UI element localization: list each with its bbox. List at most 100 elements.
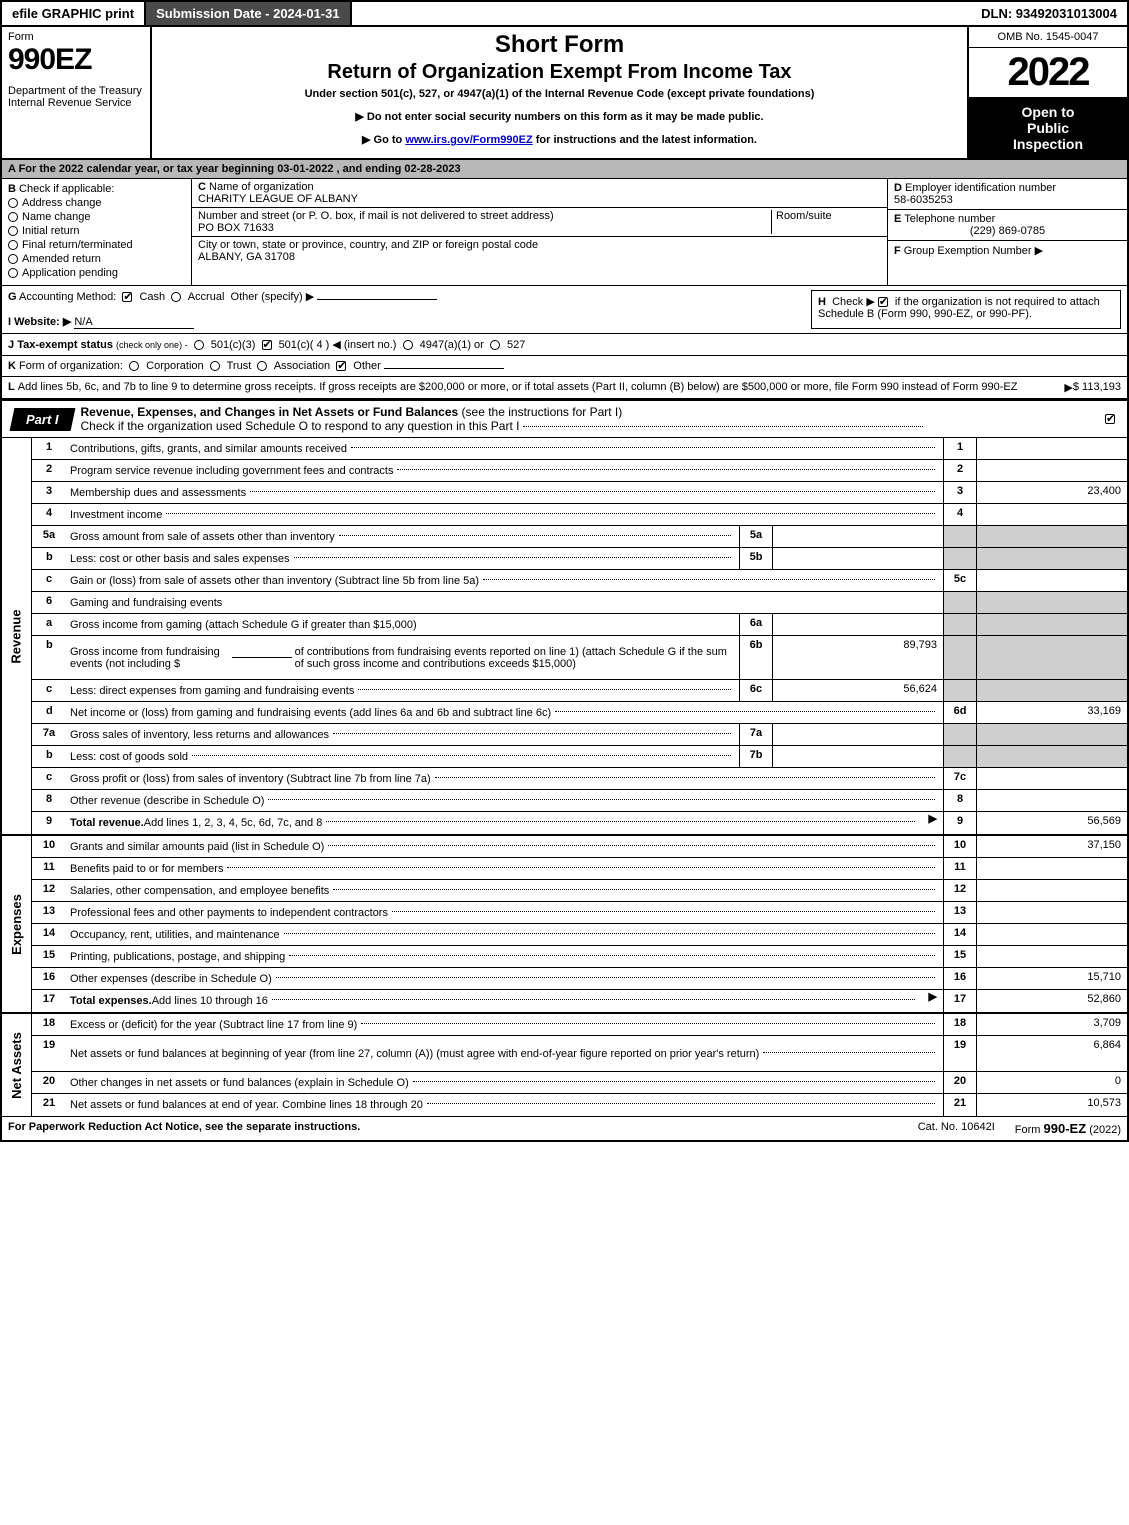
- line-18: 18Excess or (deficit) for the year (Subt…: [32, 1014, 1127, 1036]
- opt-501c: 501(c)( 4 ) ◀ (insert no.): [279, 339, 397, 351]
- note-goto-post: for instructions and the latest informat…: [533, 134, 757, 146]
- topbar-spacer: [352, 2, 972, 25]
- line-7c: cGross profit or (loss) from sales of in…: [32, 768, 1127, 790]
- chk-address-change[interactable]: Address change: [8, 197, 185, 209]
- line-19: 19Net assets or fund balances at beginni…: [32, 1036, 1127, 1072]
- tax-year: 2022: [969, 48, 1127, 98]
- chk-accrual[interactable]: [171, 292, 181, 302]
- chk-final-return[interactable]: Final return/terminated: [8, 239, 185, 251]
- i-label: I: [8, 316, 11, 328]
- dept-irs: Internal Revenue Service: [8, 97, 144, 109]
- form-header: Form 990EZ Department of the Treasury In…: [2, 27, 1127, 160]
- form-container: efile GRAPHIC print Submission Date - 20…: [0, 0, 1129, 1142]
- i-text: Website: ▶: [14, 316, 71, 328]
- line-6c: cLess: direct expenses from gaming and f…: [32, 680, 1127, 702]
- org-name-row: C Name of organization CHARITY LEAGUE OF…: [192, 179, 887, 208]
- chk-amended-return[interactable]: Amended return: [8, 253, 185, 265]
- row-g-h: G Accounting Method: Cash Accrual Other …: [2, 286, 1127, 334]
- f-text: Group Exemption Number: [904, 245, 1032, 257]
- note-ssn: ▶ Do not enter social security numbers o…: [158, 110, 961, 123]
- k-label: K: [8, 360, 16, 372]
- line-12: 12Salaries, other compensation, and empl…: [32, 880, 1127, 902]
- opt-527: 527: [507, 339, 525, 351]
- opt-501c3: 501(c)(3): [211, 339, 256, 351]
- website-value: N/A: [74, 316, 194, 329]
- submission-date-button[interactable]: Submission Date - 2024-01-31: [146, 2, 352, 25]
- part-1-title: Revenue, Expenses, and Changes in Net As…: [73, 401, 1097, 437]
- j-sub: (check only one) -: [116, 340, 188, 350]
- net-assets-table: Net Assets 18Excess or (deficit) for the…: [2, 1014, 1127, 1116]
- part-1-checkbox[interactable]: [1097, 413, 1127, 425]
- form-word: Form: [8, 31, 144, 43]
- revenue-side-label: Revenue: [2, 438, 32, 834]
- omb-number: OMB No. 1545-0047: [969, 27, 1127, 48]
- other-org-input[interactable]: [384, 368, 504, 369]
- b-text: Check if applicable:: [19, 183, 114, 195]
- chk-501c[interactable]: [262, 340, 272, 350]
- line-21: 21Net assets or fund balances at end of …: [32, 1094, 1127, 1116]
- subtitle: Under section 501(c), 527, or 4947(a)(1)…: [158, 88, 961, 100]
- org-name: CHARITY LEAGUE OF ALBANY: [198, 193, 358, 205]
- line-8: 8Other revenue (describe in Schedule O)8: [32, 790, 1127, 812]
- dln-label: DLN: 93492031013004: [971, 2, 1127, 25]
- f-arrow: ▶: [1035, 245, 1043, 257]
- chk-initial-return[interactable]: Initial return: [8, 225, 185, 237]
- other-label: Other (specify) ▶: [231, 291, 315, 303]
- chk-527[interactable]: [490, 340, 500, 350]
- row-k: K Form of organization: Corporation Trus…: [2, 356, 1127, 377]
- row-j: J Tax-exempt status (check only one) - 5…: [2, 334, 1127, 356]
- line-5a: 5aGross amount from sale of assets other…: [32, 526, 1127, 548]
- h-pre: Check ▶: [832, 296, 875, 308]
- top-bar: efile GRAPHIC print Submission Date - 20…: [2, 2, 1127, 27]
- city-label: City or town, state or province, country…: [198, 239, 538, 251]
- net-assets-side-label: Net Assets: [2, 1014, 32, 1116]
- l-text: Add lines 5b, 6c, and 7b to line 9 to de…: [18, 381, 1065, 394]
- opt-other-org: Other: [353, 360, 381, 372]
- chk-501c3[interactable]: [194, 340, 204, 350]
- revenue-table: Revenue 1Contributions, gifts, grants, a…: [2, 438, 1127, 836]
- city-value: ALBANY, GA 31708: [198, 251, 295, 263]
- phone-value: (229) 869-0785: [894, 225, 1121, 237]
- line-10: 10Grants and similar amounts paid (list …: [32, 836, 1127, 858]
- chk-4947[interactable]: [403, 340, 413, 350]
- chk-trust[interactable]: [210, 361, 220, 371]
- opt-corp: Corporation: [146, 360, 203, 372]
- footer-mid: Cat. No. 10642I: [898, 1121, 1015, 1136]
- footer-right: Form 990-EZ (2022): [1015, 1121, 1121, 1136]
- d-text: Employer identification number: [905, 182, 1056, 194]
- ein-value: 58-6035253: [894, 194, 953, 206]
- c-label: C: [198, 181, 206, 193]
- section-b: B Check if applicable: Address change Na…: [2, 179, 192, 285]
- line-4: 4Investment income4: [32, 504, 1127, 526]
- l-label: L: [8, 381, 15, 394]
- cash-label: Cash: [139, 291, 165, 303]
- public-inspection-badge: Open to Public Inspection: [969, 98, 1127, 158]
- efile-print-button[interactable]: efile GRAPHIC print: [2, 2, 146, 25]
- line-5b: bLess: cost or other basis and sales exp…: [32, 548, 1127, 570]
- irs-link[interactable]: www.irs.gov/Form990EZ: [405, 134, 532, 146]
- other-specify-input[interactable]: [317, 299, 437, 300]
- chk-h[interactable]: [878, 297, 888, 307]
- line-2: 2Program service revenue including gover…: [32, 460, 1127, 482]
- part-1-header: Part I Revenue, Expenses, and Changes in…: [2, 399, 1127, 438]
- line-1: 1Contributions, gifts, grants, and simil…: [32, 438, 1127, 460]
- chk-other-org[interactable]: [336, 361, 346, 371]
- phone-cell: E Telephone number (229) 869-0785: [888, 210, 1127, 241]
- line-20: 20Other changes in net assets or fund ba…: [32, 1072, 1127, 1094]
- line-6: 6Gaming and fundraising events: [32, 592, 1127, 614]
- section-h-box: H Check ▶ if the organization is not req…: [811, 290, 1121, 329]
- section-c: C Name of organization CHARITY LEAGUE OF…: [192, 179, 887, 285]
- chk-cash[interactable]: [122, 292, 132, 302]
- chk-assoc[interactable]: [257, 361, 267, 371]
- line-6b: bGross income from fundraising events (n…: [32, 636, 1127, 680]
- line-17: 17Total expenses. Add lines 10 through 1…: [32, 990, 1127, 1012]
- chk-application-pending[interactable]: Application pending: [8, 267, 185, 279]
- l-value: $ 113,193: [1073, 381, 1121, 394]
- chk-name-change[interactable]: Name change: [8, 211, 185, 223]
- l-arrow: ▶: [1064, 381, 1072, 394]
- e-text: Telephone number: [904, 213, 995, 225]
- part-1-check-text: Check if the organization used Schedule …: [81, 419, 520, 433]
- chk-corp[interactable]: [129, 361, 139, 371]
- note-goto-pre: ▶ Go to: [362, 134, 405, 146]
- j-text: Tax-exempt status: [17, 339, 113, 351]
